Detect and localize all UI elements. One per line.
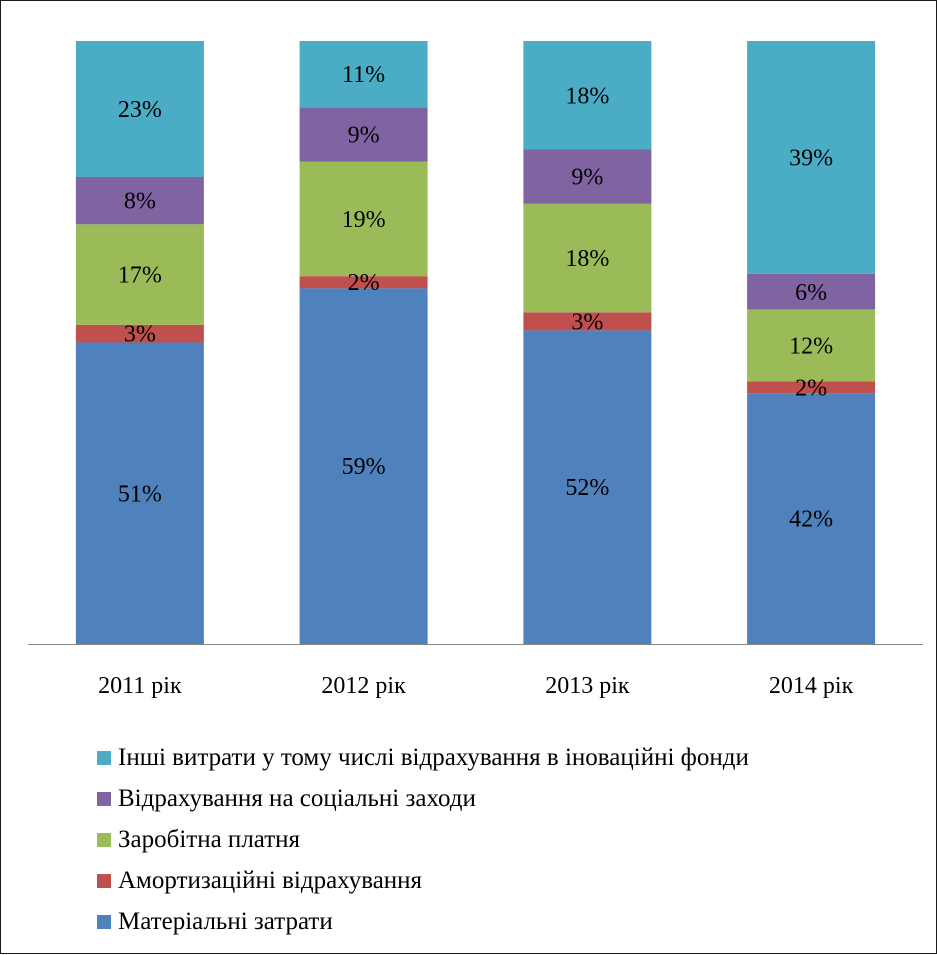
data-label: 42%	[789, 507, 833, 533]
data-label: 18%	[565, 83, 609, 109]
legend-label: Амортизаційні відрахування	[118, 866, 423, 894]
data-label: 12%	[789, 334, 833, 360]
legend-label: Матеріальні затрати	[118, 907, 333, 935]
legend-item: Інші витрати у тому числі відрахування в…	[97, 737, 917, 778]
bar-segment	[299, 41, 428, 108]
data-label: 11%	[342, 62, 385, 88]
legend-swatch	[97, 791, 111, 806]
bar-segment	[75, 224, 204, 325]
data-label: 59%	[342, 454, 386, 480]
bar-segment	[299, 288, 428, 644]
legend-swatch	[97, 873, 111, 888]
data-label: 18%	[565, 246, 609, 272]
legend-label: Відрахування на соціальні заходи	[118, 784, 476, 812]
data-label: 6%	[795, 280, 827, 306]
bar-segment	[299, 276, 428, 289]
bar-segment	[747, 309, 876, 382]
data-label: 17%	[118, 263, 162, 289]
legend-item: Заробітна платня	[97, 819, 917, 860]
data-label: 8%	[124, 189, 156, 215]
bar-segment	[747, 41, 876, 274]
data-label: 23%	[118, 97, 162, 123]
data-label: 3%	[124, 322, 156, 348]
data-label: 2%	[795, 375, 827, 401]
bar-segment	[299, 161, 428, 277]
data-label: 19%	[342, 207, 386, 233]
legend-swatch	[97, 832, 111, 847]
bar-segment	[747, 273, 876, 310]
bar-segment	[523, 41, 652, 150]
data-label: 9%	[571, 165, 603, 191]
x-tick-label: 2012 рік	[321, 673, 406, 699]
data-label: 3%	[571, 309, 603, 335]
legend: Інші витрати у тому числі відрахування в…	[97, 737, 917, 942]
bar-segment	[523, 149, 652, 204]
legend-item: Відрахування на соціальні заходи	[97, 778, 917, 819]
x-tick-label: 2014 рік	[769, 673, 854, 699]
bar-segment	[523, 312, 652, 331]
data-label: 9%	[348, 123, 380, 149]
bar-segment	[747, 381, 876, 394]
data-label: 2%	[348, 270, 380, 296]
data-label: 39%	[789, 145, 833, 171]
bar-segment	[299, 107, 428, 162]
bar-segment	[75, 177, 204, 225]
data-label: 52%	[565, 475, 609, 501]
x-tick-label: 2013 рік	[545, 673, 630, 699]
legend-item: Матеріальні затрати	[97, 901, 917, 942]
legend-item: Амортизаційні відрахування	[97, 860, 917, 901]
bar-segment	[75, 41, 204, 177]
bar-segment	[523, 203, 652, 313]
bar-segment	[75, 324, 204, 343]
x-tick-label: 2011 рік	[98, 673, 182, 699]
legend-label: Інші витрати у тому числі відрахування в…	[118, 743, 749, 771]
legend-swatch	[97, 914, 111, 929]
bar-segment	[523, 330, 652, 644]
legend-swatch	[97, 750, 111, 765]
bar-segment	[75, 342, 204, 644]
legend-label: Заробітна платня	[118, 825, 301, 853]
bar-segment	[747, 393, 876, 644]
data-label: 51%	[118, 481, 162, 507]
